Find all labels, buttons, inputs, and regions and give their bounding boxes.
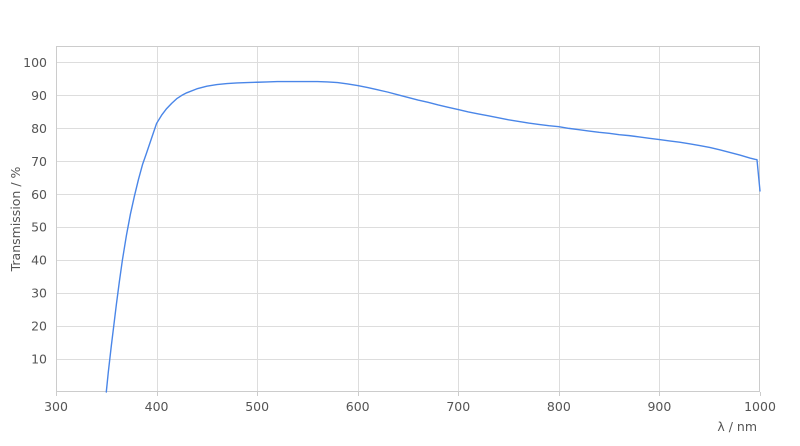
plot-area-border <box>56 46 760 392</box>
y-tick-label: 60 <box>31 187 47 202</box>
y-tick-label: 10 <box>31 352 47 367</box>
plot-background <box>56 46 760 392</box>
data-series-group <box>105 80 761 393</box>
x-tick-label: 800 <box>547 399 571 414</box>
y-tick-label: 80 <box>31 121 47 136</box>
y-tick-label: 40 <box>31 253 47 268</box>
y-tick-label: 70 <box>31 154 47 169</box>
x-tick-label: 300 <box>44 399 68 414</box>
x-tick-label: 1000 <box>744 399 776 414</box>
series-line-0 <box>105 80 761 393</box>
x-axis-tick-marks <box>56 392 761 396</box>
horizontal-gridlines <box>56 62 760 360</box>
y-axis-tick-labels: 10 20 30 40 50 60 70 80 90 100 <box>23 55 47 367</box>
y-tick-label: 20 <box>31 319 47 334</box>
vertical-gridlines <box>157 46 660 392</box>
y-tick-label: 100 <box>23 55 47 70</box>
y-tick-label: 90 <box>31 88 47 103</box>
x-tick-label: 500 <box>245 399 269 414</box>
x-tick-label: 900 <box>647 399 671 414</box>
x-tick-label: 400 <box>145 399 169 414</box>
y-axis-title: Transmission / % <box>8 166 23 272</box>
y-tick-label: 50 <box>31 220 47 235</box>
x-tick-label: 600 <box>346 399 370 414</box>
x-axis-title: λ / nm <box>717 419 757 434</box>
x-axis-tick-labels: 300 400 500 600 700 800 900 1000 <box>44 399 776 414</box>
y-tick-label: 30 <box>31 286 47 301</box>
x-tick-label: 700 <box>446 399 470 414</box>
